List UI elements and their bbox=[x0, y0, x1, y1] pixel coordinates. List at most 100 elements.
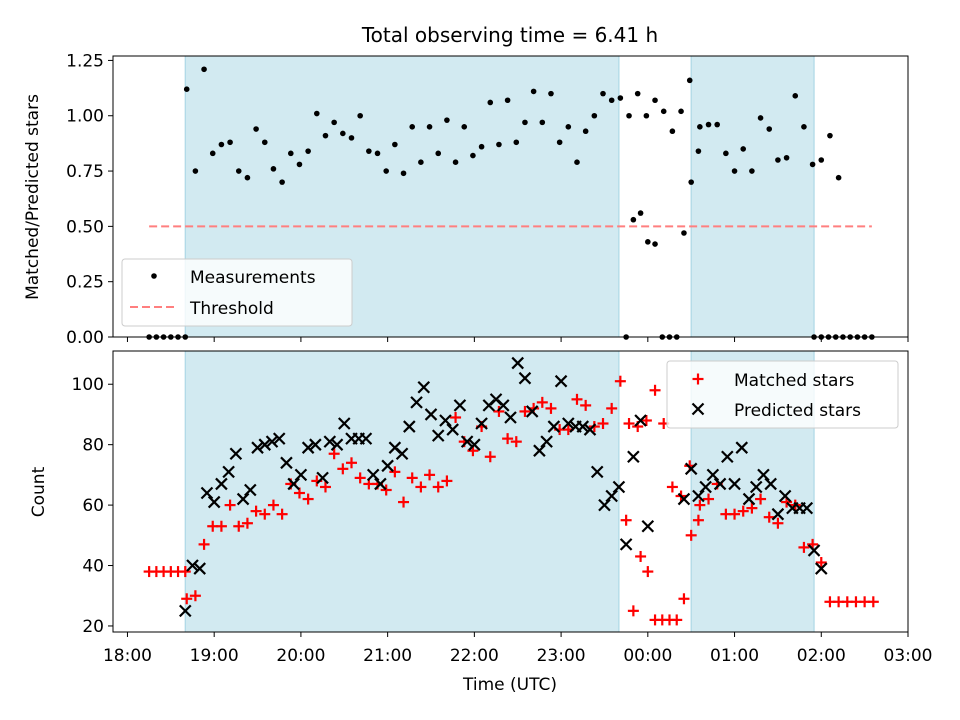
predicted-marker-b bbox=[771, 507, 785, 521]
matched-point bbox=[640, 414, 652, 426]
matched-point bbox=[328, 448, 340, 460]
matched-point bbox=[510, 436, 522, 448]
measurement-point bbox=[374, 150, 381, 157]
measurement-point bbox=[279, 179, 285, 185]
predicted-marker-b bbox=[403, 420, 416, 433]
predicted-marker-b bbox=[525, 405, 539, 418]
predicted-point bbox=[699, 480, 712, 494]
predicted-marker-b bbox=[410, 396, 423, 409]
predicted-point bbox=[771, 507, 785, 521]
predicted-marker-b bbox=[424, 408, 438, 421]
bottom-panel: 20 40 60 80 100 18:00 19:00 20:00 21:00 22:00 23:… bbox=[29, 350, 933, 695]
predicted-marker-b bbox=[236, 492, 250, 506]
predicted-point bbox=[692, 489, 705, 503]
measurement-point bbox=[322, 132, 329, 139]
predicted-point bbox=[504, 411, 517, 424]
predicted-point bbox=[244, 483, 257, 497]
matched-point bbox=[181, 593, 193, 605]
measurement-point bbox=[227, 139, 233, 146]
measurement-point bbox=[418, 159, 424, 166]
predicted-point bbox=[641, 519, 655, 533]
bottom-ytick-label: 80 bbox=[82, 436, 104, 456]
measurement-point bbox=[818, 157, 825, 163]
top-ytick-label: 0.50 bbox=[66, 217, 104, 237]
predicted-marker-b bbox=[706, 468, 720, 482]
matched-point bbox=[763, 511, 775, 523]
predicted-marker-b bbox=[612, 480, 626, 494]
predicted-marker-b bbox=[547, 420, 561, 433]
predicted-marker-b bbox=[417, 380, 431, 394]
predicted-marker-b bbox=[316, 471, 329, 485]
predicted-marker-b bbox=[677, 492, 691, 506]
matched-point bbox=[319, 481, 331, 493]
predicted-point bbox=[186, 559, 199, 572]
bottom-xtick-label: 22:00 bbox=[450, 646, 499, 666]
bottom-ytick-label: 40 bbox=[82, 557, 104, 577]
matched-point bbox=[502, 433, 514, 445]
predicted-point bbox=[814, 562, 828, 575]
measurement-point bbox=[697, 124, 703, 130]
measurement-point bbox=[643, 112, 650, 119]
predicted-marker-b bbox=[518, 371, 532, 385]
top-panel: 0.00 0.25 0.50 0.75 1.00 1.25 Matched/Predict… bbox=[23, 51, 909, 348]
matched-point bbox=[519, 405, 531, 417]
predicted-marker-b bbox=[619, 538, 633, 551]
matched-point bbox=[380, 484, 392, 496]
predicted-marker-b bbox=[504, 411, 517, 424]
bottom-ytick-label: 20 bbox=[82, 617, 104, 637]
predicted-marker-b bbox=[381, 459, 394, 473]
measurement-point bbox=[617, 95, 624, 101]
measurement-point bbox=[548, 90, 554, 97]
predicted-marker-b bbox=[590, 465, 604, 479]
predicted-point bbox=[265, 435, 279, 448]
measurement-point bbox=[478, 143, 485, 150]
matched-point bbox=[233, 520, 245, 532]
measurement-point bbox=[705, 121, 712, 128]
matched-point bbox=[415, 481, 427, 493]
predicted-marker-b bbox=[721, 450, 734, 464]
predicted-point bbox=[677, 492, 691, 506]
predicted-point bbox=[583, 423, 597, 436]
predicted-point bbox=[764, 477, 777, 491]
measurement-point bbox=[331, 119, 337, 126]
measurement-point bbox=[626, 112, 632, 119]
measurement-point bbox=[435, 150, 442, 157]
predicted-marker-b bbox=[554, 374, 568, 388]
measurement-point bbox=[270, 166, 277, 172]
matched-point bbox=[635, 550, 647, 562]
bottom-xtick-label: 00:00 bbox=[623, 646, 672, 666]
measurement-point bbox=[783, 154, 790, 161]
measurement-point bbox=[731, 168, 738, 174]
matched-point bbox=[627, 605, 639, 617]
measurement-point bbox=[645, 239, 651, 245]
predicted-marker-b bbox=[533, 444, 546, 457]
top-y-axis: 0.00 0.25 0.50 0.75 1.00 1.25 bbox=[66, 51, 113, 348]
bottom-xtick-label: 19:00 bbox=[190, 646, 239, 666]
predicted-point bbox=[627, 450, 640, 464]
predicted-marker-b bbox=[540, 435, 553, 448]
predicted-point bbox=[258, 438, 272, 451]
bottom-xtick-label: 03:00 bbox=[884, 646, 933, 666]
top-legend: Measurements Threshold bbox=[121, 258, 353, 327]
matched-point bbox=[614, 375, 626, 387]
measurement-point bbox=[660, 108, 667, 115]
bottom-legend-box bbox=[666, 360, 899, 429]
predicted-point bbox=[301, 441, 315, 454]
predicted-point bbox=[518, 371, 532, 385]
matched-point bbox=[623, 418, 635, 430]
predicted-point bbox=[222, 465, 235, 479]
chart-title: Total observing time = 6.41 h bbox=[361, 23, 658, 47]
matched-point bbox=[867, 596, 879, 608]
measurement-point bbox=[608, 97, 615, 104]
predicted-marker-b bbox=[713, 477, 727, 491]
measurement-point bbox=[695, 148, 702, 154]
measurement-point bbox=[678, 108, 684, 115]
matched-point bbox=[406, 472, 418, 484]
matched-point bbox=[302, 493, 314, 505]
measurement-point bbox=[400, 170, 407, 177]
measurement-point bbox=[357, 112, 363, 119]
predicted-point bbox=[562, 417, 575, 430]
matched-point bbox=[729, 508, 741, 520]
measurement-point bbox=[539, 119, 546, 126]
matched-point bbox=[545, 402, 557, 414]
